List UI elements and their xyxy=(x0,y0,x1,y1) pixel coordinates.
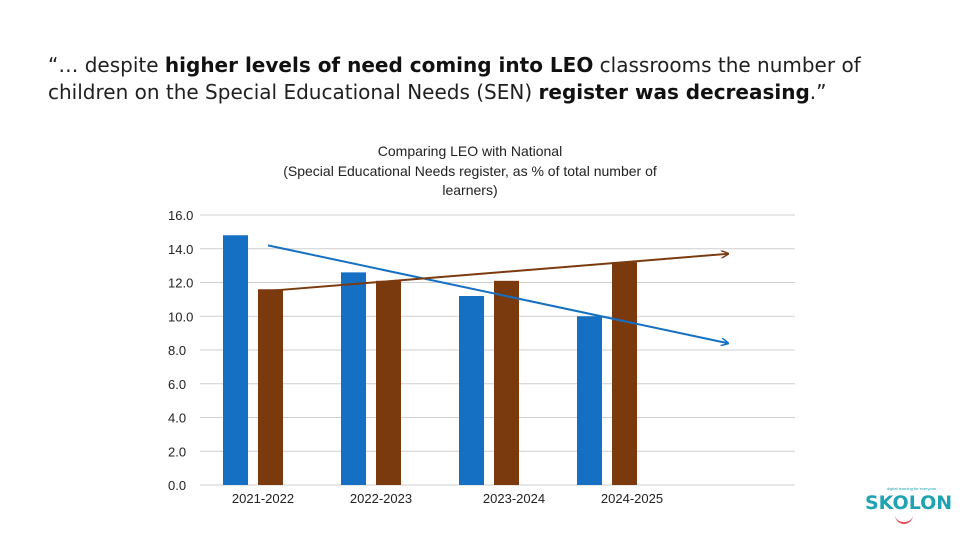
logo-tagline: digital learning for everyone xyxy=(887,486,937,491)
skolon-logo: digital learning for everyone SKOLON xyxy=(865,486,952,528)
chart-subtitle-line-1: (Special Educational Needs register, as … xyxy=(283,163,657,179)
y-tick-label: 4.0 xyxy=(168,411,186,426)
bar-leo-2022-2023 xyxy=(341,272,366,485)
bar-national-2024-2025 xyxy=(612,262,637,485)
bar-leo-2024-2025 xyxy=(577,316,602,485)
y-tick-label: 12.0 xyxy=(168,276,193,291)
bar-national-2022-2023 xyxy=(376,280,401,485)
y-tick-label: 16.0 xyxy=(168,208,193,223)
x-tick-label: 2022-2023 xyxy=(350,491,412,506)
chart-title: Comparing LEO with National xyxy=(378,143,562,159)
y-tick-label: 6.0 xyxy=(168,377,186,392)
quote-mid: classrooms the number of children on the… xyxy=(48,53,861,104)
logo-name: SKOLON xyxy=(865,492,953,514)
chart-subtitle-line-2: learners) xyxy=(442,182,497,198)
trendline-national xyxy=(267,254,728,292)
quote-bold-need: higher levels of need coming into LEO xyxy=(164,53,594,77)
y-tick-label: 10.0 xyxy=(168,309,193,324)
x-tick-label: 2021-2022 xyxy=(232,491,294,506)
bar-leo-2023-2024 xyxy=(459,296,484,485)
y-tick-label: 8.0 xyxy=(168,343,186,358)
x-tick-label: 2023-2024 xyxy=(483,491,545,506)
y-tick-label: 2.0 xyxy=(168,444,186,459)
quote-text: “… despite higher levels of need coming … xyxy=(48,52,928,106)
x-tick-label: 2024-2025 xyxy=(601,491,663,506)
y-tick-label: 14.0 xyxy=(168,242,193,257)
y-tick-label: 0.0 xyxy=(168,478,186,493)
bar-national-2021-2022 xyxy=(258,289,283,485)
trendline-leo xyxy=(267,244,728,343)
bar-leo-2021-2022 xyxy=(223,235,248,485)
quote-open: “… despite xyxy=(48,53,165,77)
bar-national-2023-2024 xyxy=(494,280,519,485)
quote-bold-register: register was decreasing xyxy=(538,80,810,104)
logo-smile-icon xyxy=(895,514,913,524)
quote-close: .” xyxy=(809,80,827,104)
